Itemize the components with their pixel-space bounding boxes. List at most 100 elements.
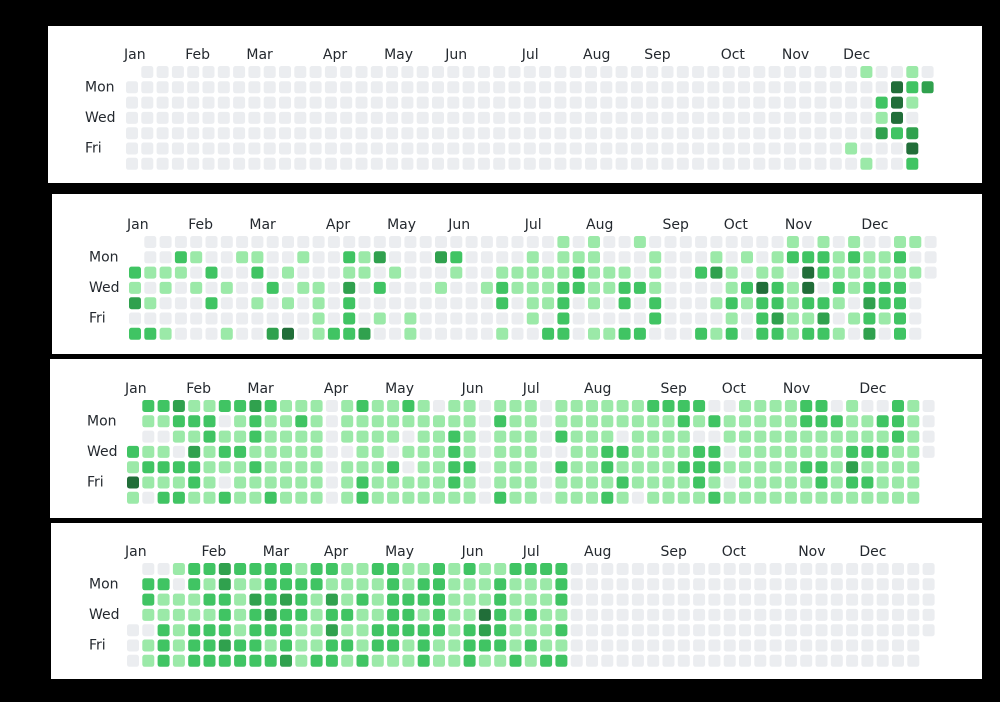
day-cell[interactable]	[618, 312, 631, 325]
day-cell[interactable]	[754, 639, 767, 652]
day-cell[interactable]	[279, 142, 291, 155]
day-cell[interactable]	[264, 445, 277, 458]
day-cell[interactable]	[909, 251, 922, 264]
day-cell[interactable]	[401, 66, 414, 78]
day-cell[interactable]	[633, 266, 646, 279]
day-cell[interactable]	[463, 563, 476, 575]
day-cell[interactable]	[126, 142, 138, 155]
day-cell[interactable]	[325, 461, 338, 474]
day-cell[interactable]	[829, 142, 842, 155]
day-cell[interactable]	[906, 157, 919, 170]
day-cell[interactable]	[832, 297, 845, 310]
day-cell[interactable]	[909, 312, 922, 325]
day-cell[interactable]	[875, 157, 888, 170]
day-cell[interactable]	[340, 157, 353, 170]
day-cell[interactable]	[218, 491, 231, 504]
day-cell[interactable]	[477, 142, 490, 155]
day-cell[interactable]	[739, 491, 751, 504]
day-cell[interactable]	[555, 624, 568, 637]
day-cell[interactable]	[830, 461, 843, 474]
day-cell[interactable]	[156, 96, 169, 109]
day-cell[interactable]	[340, 66, 353, 78]
day-cell[interactable]	[218, 639, 231, 652]
day-cell[interactable]	[172, 461, 185, 474]
day-cell[interactable]	[404, 327, 417, 340]
day-cell[interactable]	[463, 491, 476, 504]
day-cell[interactable]	[848, 281, 861, 294]
day-cell[interactable]	[829, 81, 842, 94]
day-cell[interactable]	[325, 491, 338, 504]
day-cell[interactable]	[586, 639, 598, 652]
day-cell[interactable]	[371, 593, 384, 606]
day-cell[interactable]	[356, 654, 369, 667]
day-cell[interactable]	[786, 312, 799, 325]
day-cell[interactable]	[615, 157, 628, 170]
day-cell[interactable]	[830, 624, 843, 637]
day-cell[interactable]	[389, 281, 402, 294]
day-cell[interactable]	[416, 142, 429, 155]
day-cell[interactable]	[692, 81, 705, 94]
day-cell[interactable]	[769, 445, 782, 458]
day-cell[interactable]	[325, 593, 338, 606]
day-cell[interactable]	[647, 639, 660, 652]
day-cell[interactable]	[433, 445, 445, 458]
day-cell[interactable]	[815, 476, 828, 489]
day-cell[interactable]	[358, 297, 371, 310]
day-cell[interactable]	[144, 297, 157, 310]
day-cell[interactable]	[631, 445, 644, 458]
day-cell[interactable]	[282, 297, 294, 310]
day-cell[interactable]	[203, 654, 216, 667]
day-cell[interactable]	[586, 415, 598, 428]
day-cell[interactable]	[234, 639, 247, 652]
day-cell[interactable]	[555, 608, 568, 621]
day-cell[interactable]	[324, 111, 337, 124]
day-cell[interactable]	[159, 251, 172, 264]
day-cell[interactable]	[662, 461, 675, 474]
day-cell[interactable]	[815, 578, 828, 591]
day-cell[interactable]	[343, 297, 356, 310]
day-cell[interactable]	[448, 639, 461, 652]
day-cell[interactable]	[236, 251, 249, 264]
day-cell[interactable]	[786, 327, 799, 340]
day-cell[interactable]	[432, 157, 444, 170]
day-cell[interactable]	[218, 400, 231, 412]
day-cell[interactable]	[297, 327, 310, 340]
day-cell[interactable]	[769, 578, 782, 591]
day-cell[interactable]	[707, 157, 720, 170]
day-cell[interactable]	[279, 157, 291, 170]
day-cell[interactable]	[203, 608, 216, 621]
day-cell[interactable]	[616, 639, 629, 652]
day-cell[interactable]	[312, 251, 325, 264]
day-cell[interactable]	[448, 491, 461, 504]
day-cell[interactable]	[373, 266, 386, 279]
day-cell[interactable]	[708, 608, 721, 621]
day-cell[interactable]	[875, 111, 888, 124]
day-cell[interactable]	[263, 96, 276, 109]
day-cell[interactable]	[236, 266, 249, 279]
day-cell[interactable]	[722, 96, 735, 109]
day-cell[interactable]	[402, 654, 415, 667]
day-cell[interactable]	[432, 96, 444, 109]
day-cell[interactable]	[860, 127, 873, 140]
day-cell[interactable]	[251, 281, 264, 294]
day-cell[interactable]	[557, 297, 570, 310]
day-cell[interactable]	[129, 297, 141, 310]
day-cell[interactable]	[171, 127, 184, 140]
day-cell[interactable]	[741, 297, 753, 310]
day-cell[interactable]	[707, 81, 720, 94]
day-cell[interactable]	[830, 476, 843, 489]
day-cell[interactable]	[572, 327, 585, 340]
day-cell[interactable]	[725, 251, 738, 264]
day-cell[interactable]	[588, 312, 600, 325]
day-cell[interactable]	[693, 445, 706, 458]
day-cell[interactable]	[739, 461, 751, 474]
day-cell[interactable]	[569, 157, 582, 170]
day-cell[interactable]	[159, 281, 172, 294]
day-cell[interactable]	[478, 639, 491, 652]
day-cell[interactable]	[725, 312, 738, 325]
day-cell[interactable]	[463, 608, 476, 621]
day-cell[interactable]	[156, 127, 169, 140]
day-cell[interactable]	[741, 251, 753, 264]
day-cell[interactable]	[450, 281, 463, 294]
day-cell[interactable]	[282, 266, 294, 279]
